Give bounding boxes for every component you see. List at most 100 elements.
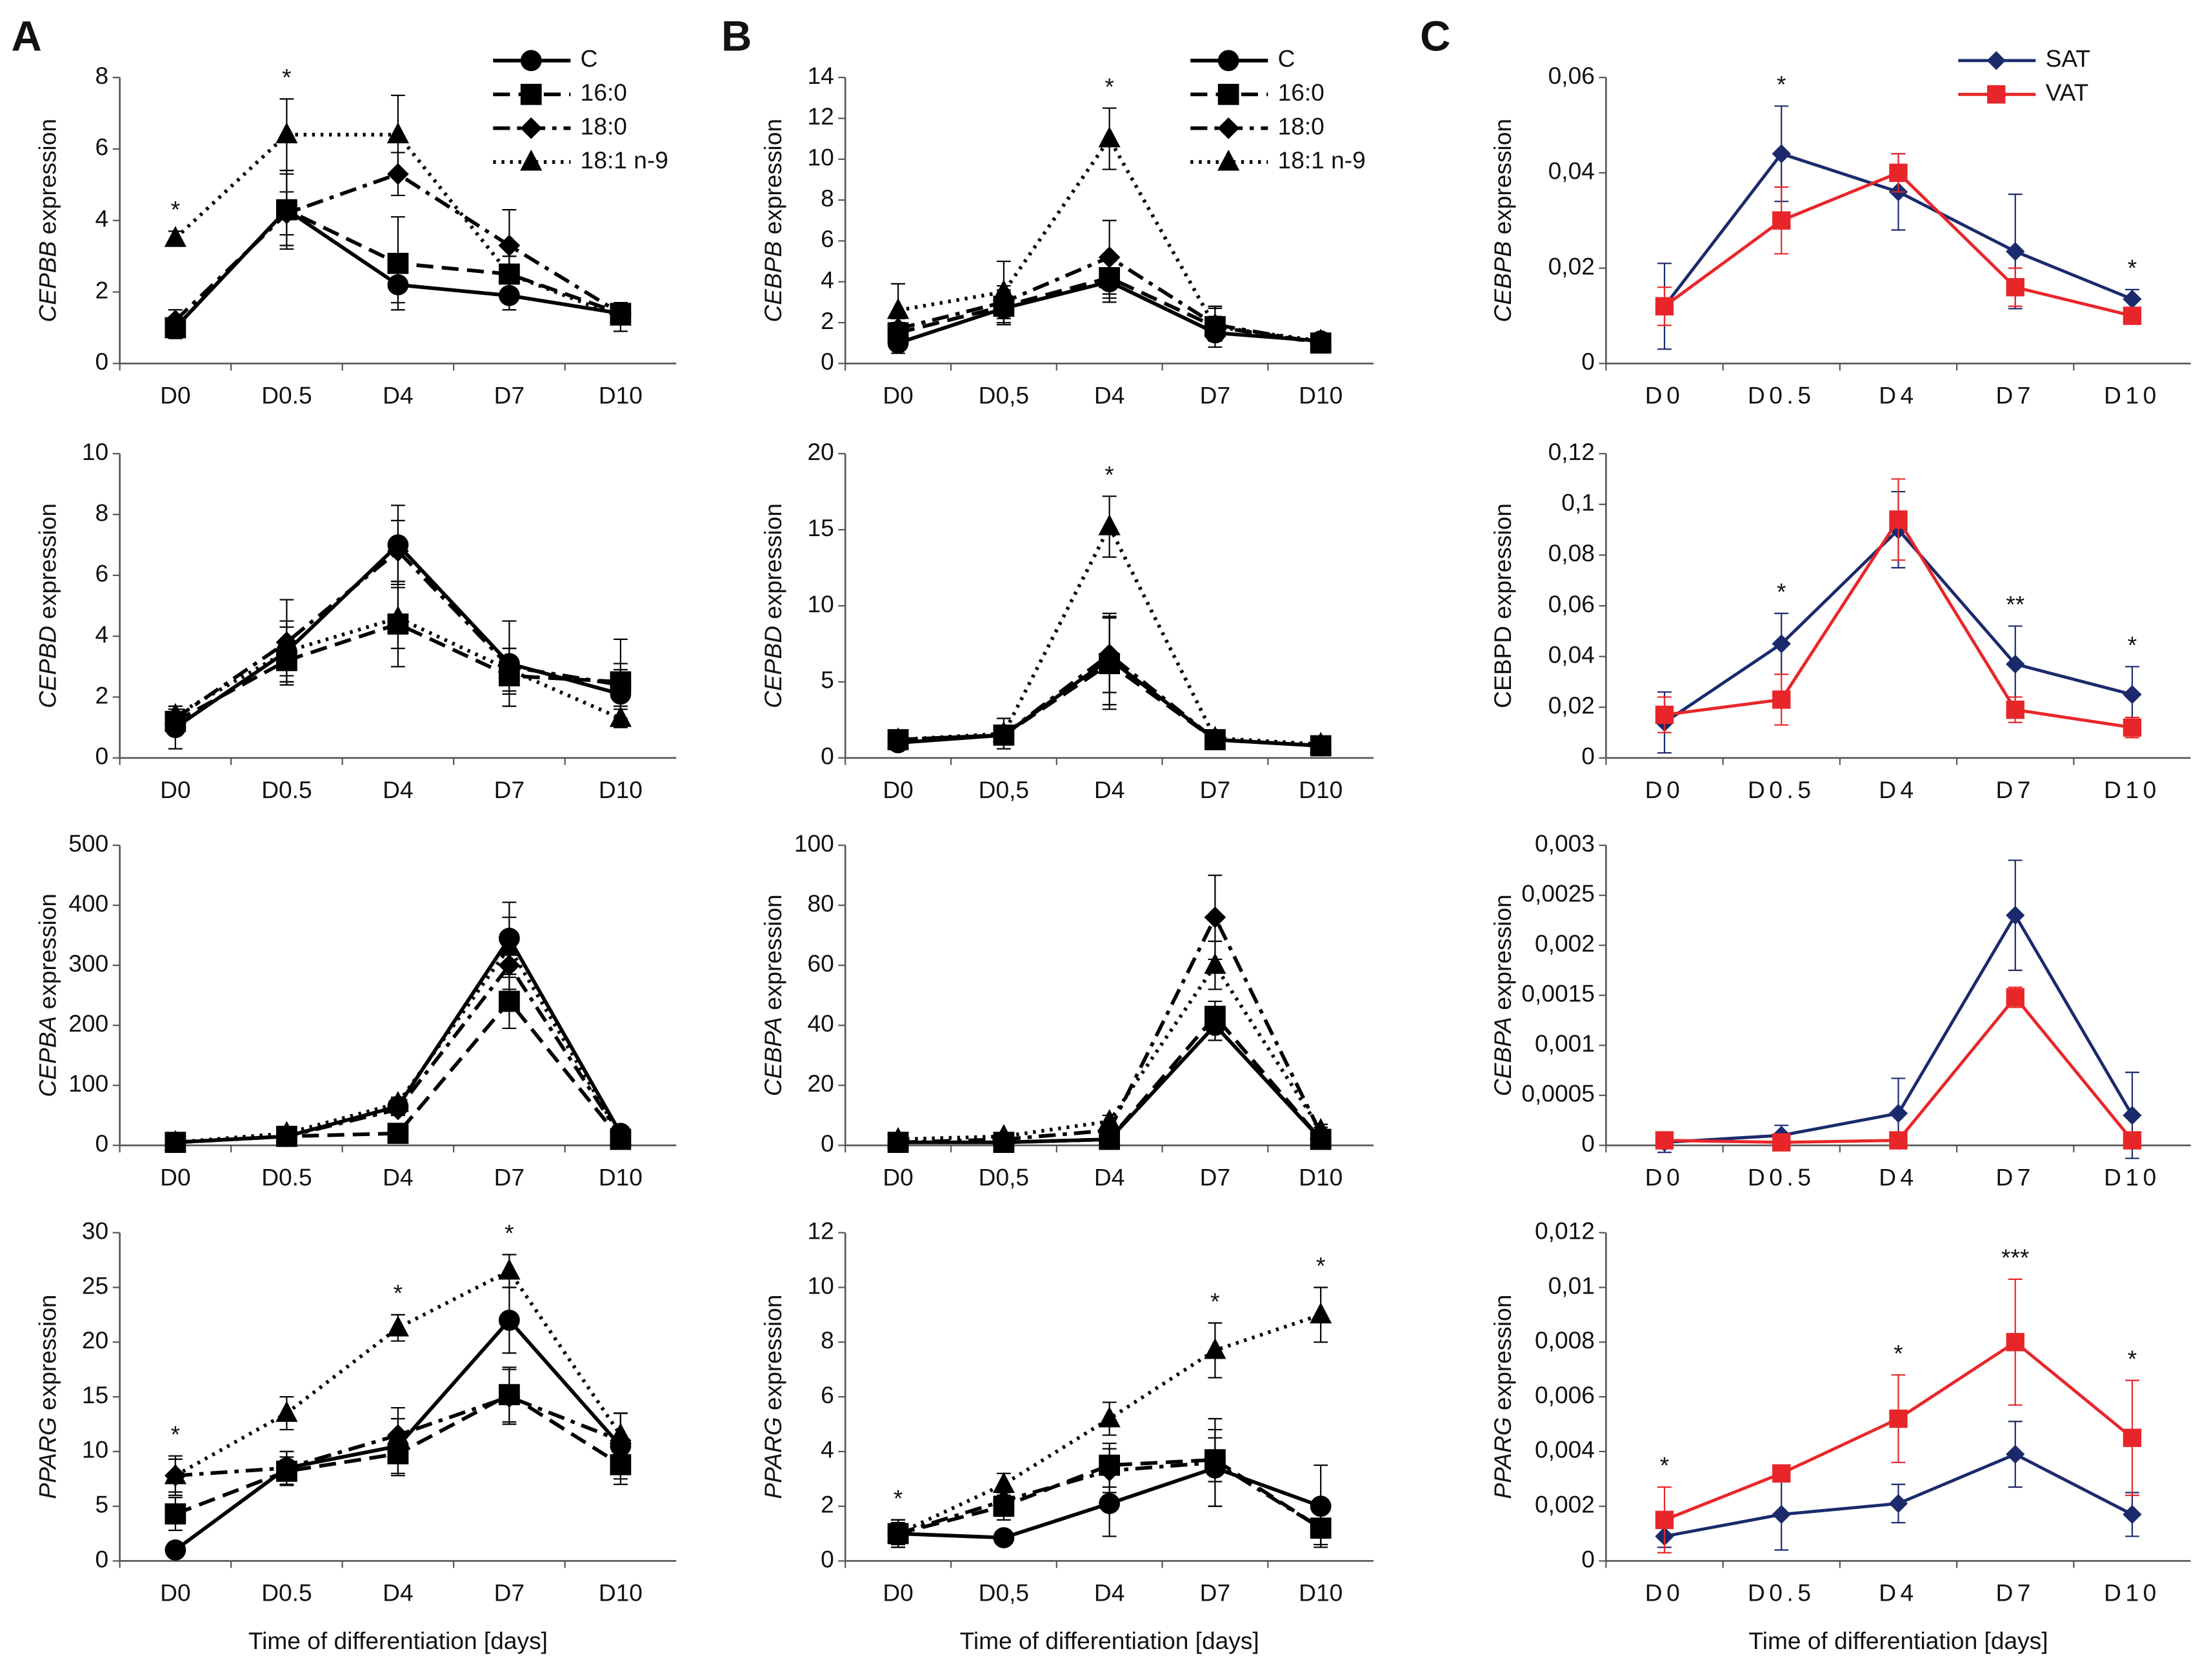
marker — [1310, 328, 1332, 350]
x-tick-label: D10 — [2104, 382, 2161, 409]
y-tick-label: 0,08 — [1548, 539, 1595, 566]
marker — [2006, 700, 2024, 719]
marker — [1889, 510, 1908, 529]
x-tick-label: D0 — [883, 382, 913, 409]
y-tick-label: 15 — [82, 1381, 108, 1408]
y-tick-label: 0,01 — [1548, 1272, 1595, 1299]
annotation: * — [1210, 1288, 1219, 1315]
x-tick-label: D0,5 — [979, 776, 1029, 803]
y-tick-label: 0 — [95, 1130, 109, 1157]
marker — [1772, 1505, 1791, 1525]
marker — [1310, 1117, 1332, 1139]
legend-label: C — [581, 45, 598, 72]
y-tick-label: 0,006 — [1535, 1381, 1595, 1408]
annotation: * — [1104, 73, 1114, 100]
annotation: * — [894, 1485, 903, 1512]
marker — [610, 674, 632, 696]
annotation: * — [505, 1219, 514, 1246]
marker — [1889, 163, 1908, 183]
marker — [1889, 1409, 1908, 1428]
marker — [887, 1521, 910, 1543]
x-tick-label: D4 — [383, 382, 413, 409]
marker — [498, 261, 521, 283]
y-tick-label: 8 — [95, 62, 109, 89]
y-tick-label: 6 — [821, 1381, 834, 1408]
marker — [1772, 634, 1791, 654]
marker — [2006, 988, 2024, 1007]
marker — [609, 1423, 632, 1444]
marker — [1204, 1337, 1226, 1359]
y-tick-label: 5 — [95, 1490, 109, 1517]
x-tick-label: D0 — [1645, 1579, 1684, 1606]
y-tick-label: 4 — [821, 1436, 834, 1463]
marker — [992, 1124, 1015, 1145]
series-line — [174, 615, 622, 721]
marker — [1204, 725, 1226, 747]
x-tick-label: D7 — [1200, 776, 1230, 803]
marker — [1099, 1493, 1121, 1514]
marker — [386, 1091, 409, 1112]
y-tick-label: 0,06 — [1548, 590, 1595, 617]
x-tick-label: D10 — [599, 776, 643, 803]
y-tick-label: 0,1 — [1561, 489, 1595, 516]
x-tick-label: D0.5 — [261, 776, 312, 803]
x-tick-label: D4 — [1094, 1579, 1124, 1606]
x-axis-label: Time of differentiation [days] — [960, 1627, 1259, 1654]
marker — [1098, 246, 1121, 268]
y-axis-label: CEPBD expression — [34, 503, 61, 708]
x-tick-label: D10 — [2104, 1579, 2161, 1606]
y-tick-label: 2 — [95, 276, 109, 303]
marker — [609, 1124, 632, 1145]
x-tick-label: D0 — [160, 1164, 190, 1191]
marker — [1655, 1510, 1674, 1530]
y-tick-label: 0,12 — [1548, 438, 1595, 465]
x-tick-label: D4 — [383, 1579, 413, 1606]
x-tick-label: D4 — [383, 1164, 413, 1191]
y-tick-label: 0,004 — [1535, 1436, 1595, 1463]
marker — [1655, 297, 1674, 315]
x-tick-label: D0.5 — [1748, 776, 1815, 803]
marker — [1098, 1108, 1121, 1130]
marker — [164, 1130, 186, 1151]
y-axis-label: CEBPA expression — [1489, 894, 1516, 1096]
y-tick-label: 25 — [82, 1272, 108, 1299]
annotation: * — [1316, 1252, 1325, 1279]
marker — [386, 605, 409, 627]
series-line — [175, 944, 623, 1145]
marker — [2123, 306, 2142, 325]
x-tick-label: D4 — [1879, 1579, 1918, 1606]
y-tick-label: 0,02 — [1548, 252, 1595, 279]
marker — [609, 706, 632, 727]
y-tick-label: 0,012 — [1535, 1217, 1595, 1245]
annotation: * — [394, 1279, 403, 1306]
series-line — [897, 1313, 1322, 1535]
y-tick-label: 0,04 — [1548, 641, 1595, 668]
marker — [2123, 1428, 2142, 1447]
y-tick-label: 40 — [807, 1010, 834, 1037]
x-tick-label: D0 — [883, 1579, 913, 1606]
marker — [1655, 705, 1674, 725]
marker — [498, 935, 521, 956]
marker — [2006, 242, 2025, 261]
marker — [1204, 1452, 1226, 1474]
marker — [992, 279, 1015, 301]
y-tick-label: 10 — [807, 144, 834, 171]
marker — [499, 990, 520, 1012]
y-tick-label: 10 — [82, 438, 108, 465]
panel-letter: C — [1420, 12, 1450, 59]
y-tick-label: 2 — [821, 1490, 834, 1517]
marker — [1204, 953, 1226, 974]
y-tick-label: 0 — [1581, 1545, 1595, 1572]
annotation: *** — [2001, 1244, 2029, 1271]
marker — [2123, 1106, 2142, 1125]
y-tick-label: 6 — [821, 225, 834, 252]
x-tick-label: D7 — [1995, 382, 2035, 409]
marker — [1888, 1104, 1908, 1123]
annotation: * — [1894, 1339, 1903, 1366]
annotation: * — [1104, 461, 1114, 488]
y-tick-label: 0,002 — [1535, 1490, 1595, 1517]
x-tick-label: D7 — [1200, 382, 1230, 409]
marker — [1655, 1131, 1674, 1150]
series-line — [175, 998, 623, 1145]
x-tick-label: D0.5 — [261, 1579, 312, 1606]
